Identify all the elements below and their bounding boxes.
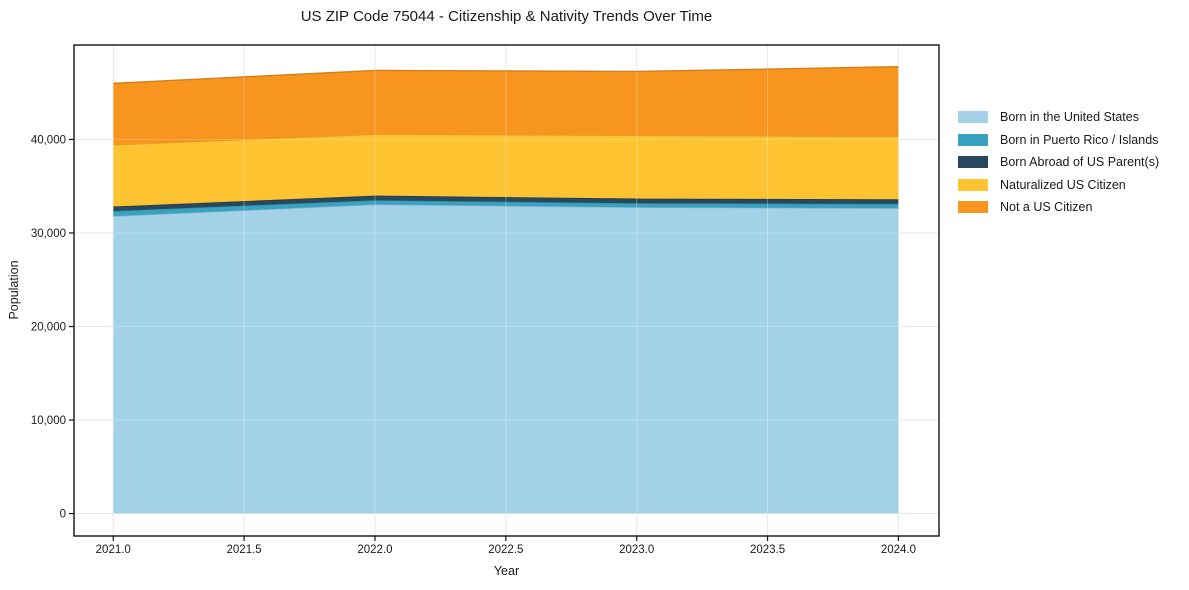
- x-tick-label: 2022.5: [488, 544, 523, 556]
- chart-title: US ZIP Code 75044 - Citizenship & Nativi…: [300, 8, 713, 25]
- area-not-a-us-citizen: [113, 66, 899, 145]
- legend-swatch-icon: [958, 178, 988, 191]
- plot-frame: [73, 44, 940, 537]
- area-born-abroad-of-us-parent-s: [113, 195, 899, 212]
- y-tick-label: 0: [60, 509, 66, 521]
- legend-item: Naturalized US Citizen: [958, 174, 1159, 197]
- x-tick-label: 2022.0: [357, 544, 392, 556]
- legend-item: Born in Puerto Rico / Islands: [958, 129, 1159, 152]
- y-tick-label: 20,000: [31, 322, 66, 334]
- legend-item: Not a US Citizen: [958, 196, 1159, 219]
- x-tick-label: 2023.0: [619, 544, 654, 556]
- legend-swatch-icon: [958, 201, 988, 214]
- legend-swatch-icon: [958, 111, 988, 124]
- legend-item: Born Abroad of US Parent(s): [958, 151, 1159, 174]
- x-tick-label: 2024.0: [881, 544, 916, 556]
- legend-label: Born in the United States: [1000, 110, 1139, 125]
- area-top-edge: [113, 203, 899, 217]
- area-born-in-the-united-states: [113, 204, 899, 514]
- legend-label: Born in Puerto Rico / Islands: [1000, 132, 1159, 147]
- x-tick-label: 2021.5: [227, 544, 262, 556]
- area-born-in-puerto-rico-islands: [113, 200, 899, 217]
- legend-label: Naturalized US Citizen: [1000, 177, 1126, 192]
- x-tick-label: 2023.5: [750, 544, 785, 556]
- x-tick-label: 2021.0: [96, 544, 131, 556]
- legend-label: Not a US Citizen: [1000, 200, 1093, 215]
- legend-swatch-icon: [958, 133, 988, 146]
- legend-item: Born in the United States: [958, 106, 1159, 129]
- y-axis-label: Population: [7, 260, 21, 320]
- area-naturalized-us-citizen: [113, 134, 899, 207]
- area-top-edge: [113, 65, 899, 85]
- legend: Born in the United States Born in Puerto …: [958, 106, 1159, 219]
- x-axis-label: Year: [493, 564, 520, 578]
- legend-label: Born Abroad of US Parent(s): [1000, 155, 1160, 170]
- y-tick-label: 10,000: [31, 415, 66, 427]
- legend-swatch-icon: [958, 156, 988, 169]
- y-tick-label: 30,000: [31, 228, 66, 240]
- y-tick-label: 40,000: [31, 134, 66, 146]
